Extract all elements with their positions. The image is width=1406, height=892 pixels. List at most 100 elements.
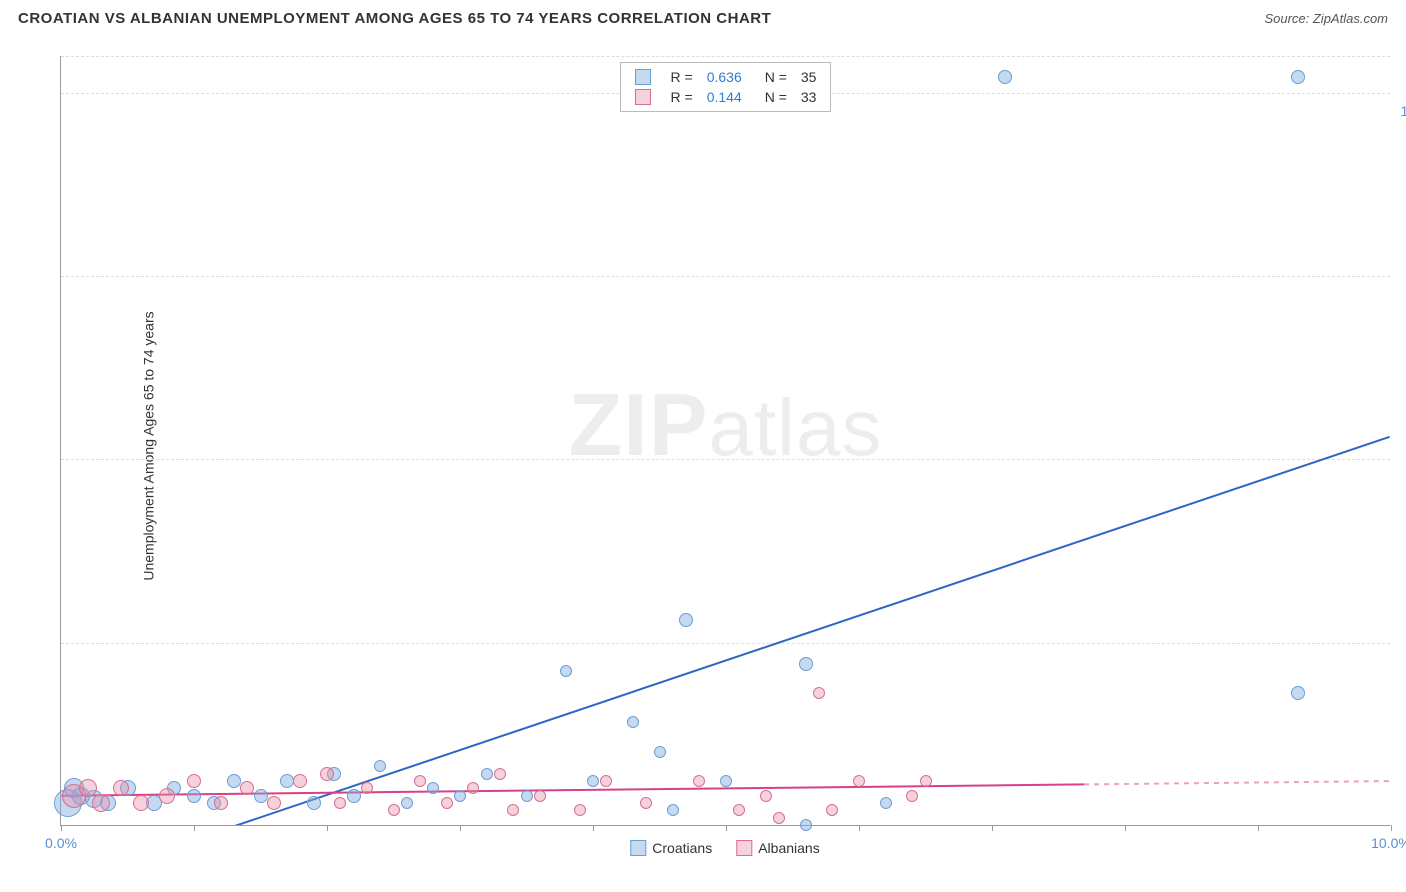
legend-swatch bbox=[635, 69, 651, 85]
scatter-point bbox=[521, 790, 533, 802]
plot-region: ZIPatlas R =0.636N =35R =0.144N =33 25.0… bbox=[60, 56, 1390, 826]
scatter-point bbox=[507, 804, 519, 816]
scatter-point bbox=[494, 768, 506, 780]
series-legend: Croatians Albanians bbox=[630, 840, 819, 856]
x-tick bbox=[726, 825, 727, 831]
scatter-point bbox=[693, 775, 705, 787]
scatter-point bbox=[654, 746, 666, 758]
legend-swatch bbox=[635, 89, 651, 105]
x-tick bbox=[194, 825, 195, 831]
legend-r-value: 0.636 bbox=[707, 69, 751, 85]
header: CROATIAN VS ALBANIAN UNEMPLOYMENT AMONG … bbox=[0, 0, 1406, 33]
scatter-point bbox=[920, 775, 932, 787]
x-tick bbox=[859, 825, 860, 831]
scatter-point bbox=[374, 760, 386, 772]
scatter-point bbox=[267, 796, 281, 810]
legend-label: Croatians bbox=[652, 840, 712, 856]
scatter-point bbox=[240, 781, 254, 795]
legend-swatch bbox=[736, 840, 752, 856]
scatter-point bbox=[880, 797, 892, 809]
scatter-point bbox=[79, 779, 97, 797]
scatter-point bbox=[159, 788, 175, 804]
scatter-point bbox=[187, 774, 201, 788]
scatter-point bbox=[799, 657, 813, 671]
scatter-point bbox=[214, 796, 228, 810]
scatter-point bbox=[998, 70, 1012, 84]
legend-n-label: N = bbox=[765, 89, 787, 105]
source-label: Source: ZipAtlas.com bbox=[1264, 11, 1388, 26]
scatter-point bbox=[388, 804, 400, 816]
scatter-point bbox=[1291, 70, 1305, 84]
gridline-h bbox=[61, 56, 1390, 57]
legend-r-label: R = bbox=[671, 89, 693, 105]
scatter-point bbox=[320, 767, 334, 781]
scatter-point bbox=[361, 782, 373, 794]
scatter-point bbox=[187, 789, 201, 803]
scatter-point bbox=[481, 768, 493, 780]
scatter-point bbox=[467, 782, 479, 794]
legend-label: Albanians bbox=[758, 840, 820, 856]
x-tick-label: 10.0% bbox=[1371, 835, 1406, 851]
legend-swatch bbox=[630, 840, 646, 856]
scatter-point bbox=[679, 613, 693, 627]
x-tick bbox=[460, 825, 461, 831]
gridline-h bbox=[61, 276, 1390, 277]
scatter-point bbox=[454, 790, 466, 802]
scatter-point bbox=[853, 775, 865, 787]
scatter-point bbox=[414, 775, 426, 787]
chart-title: CROATIAN VS ALBANIAN UNEMPLOYMENT AMONG … bbox=[18, 10, 771, 27]
scatter-point bbox=[534, 790, 546, 802]
scatter-point bbox=[1291, 686, 1305, 700]
scatter-point bbox=[600, 775, 612, 787]
scatter-point bbox=[667, 804, 679, 816]
x-tick-label: 0.0% bbox=[45, 835, 77, 851]
scatter-point bbox=[813, 687, 825, 699]
legend-n-value: 35 bbox=[801, 69, 817, 85]
chart-area: ZIPatlas R =0.636N =35R =0.144N =33 25.0… bbox=[60, 56, 1390, 826]
scatter-point bbox=[133, 795, 149, 811]
legend-r-value: 0.144 bbox=[707, 89, 751, 105]
scatter-point bbox=[627, 716, 639, 728]
scatter-point bbox=[760, 790, 772, 802]
scatter-point bbox=[441, 797, 453, 809]
legend-r-label: R = bbox=[671, 69, 693, 85]
legend-row: R = 0.144 N = 33 bbox=[621, 87, 831, 107]
scatter-point bbox=[427, 782, 439, 794]
scatter-point bbox=[113, 780, 129, 796]
x-tick bbox=[992, 825, 993, 831]
scatter-point bbox=[401, 797, 413, 809]
legend-row: R = 0.636 N = 35 bbox=[621, 67, 831, 87]
x-tick bbox=[1258, 825, 1259, 831]
x-tick bbox=[327, 825, 328, 831]
scatter-point bbox=[293, 774, 307, 788]
x-tick bbox=[1391, 825, 1392, 831]
watermark: ZIPatlas bbox=[569, 374, 883, 476]
scatter-point bbox=[347, 789, 361, 803]
legend-n-label: N = bbox=[765, 69, 787, 85]
scatter-point bbox=[720, 775, 732, 787]
correlation-legend: R = 0.636 N = 35 R = 0.144 N = 33 bbox=[620, 62, 832, 112]
scatter-point bbox=[733, 804, 745, 816]
scatter-point bbox=[92, 794, 110, 812]
scatter-point bbox=[254, 789, 268, 803]
x-tick bbox=[1125, 825, 1126, 831]
scatter-point bbox=[334, 797, 346, 809]
scatter-point bbox=[280, 774, 294, 788]
legend-item: Croatians bbox=[630, 840, 712, 856]
scatter-point bbox=[227, 774, 241, 788]
x-tick bbox=[593, 825, 594, 831]
scatter-point bbox=[773, 812, 785, 824]
legend-item: Albanians bbox=[736, 840, 820, 856]
scatter-point bbox=[640, 797, 652, 809]
x-tick bbox=[61, 825, 62, 831]
scatter-point bbox=[826, 804, 838, 816]
scatter-point bbox=[906, 790, 918, 802]
scatter-point bbox=[560, 665, 572, 677]
scatter-point bbox=[800, 819, 812, 831]
y-tick-label: 100.0% bbox=[1401, 103, 1406, 119]
scatter-point bbox=[307, 796, 321, 810]
gridline-h bbox=[61, 643, 1390, 644]
legend-n-value: 33 bbox=[801, 89, 817, 105]
scatter-point bbox=[574, 804, 586, 816]
scatter-point bbox=[587, 775, 599, 787]
